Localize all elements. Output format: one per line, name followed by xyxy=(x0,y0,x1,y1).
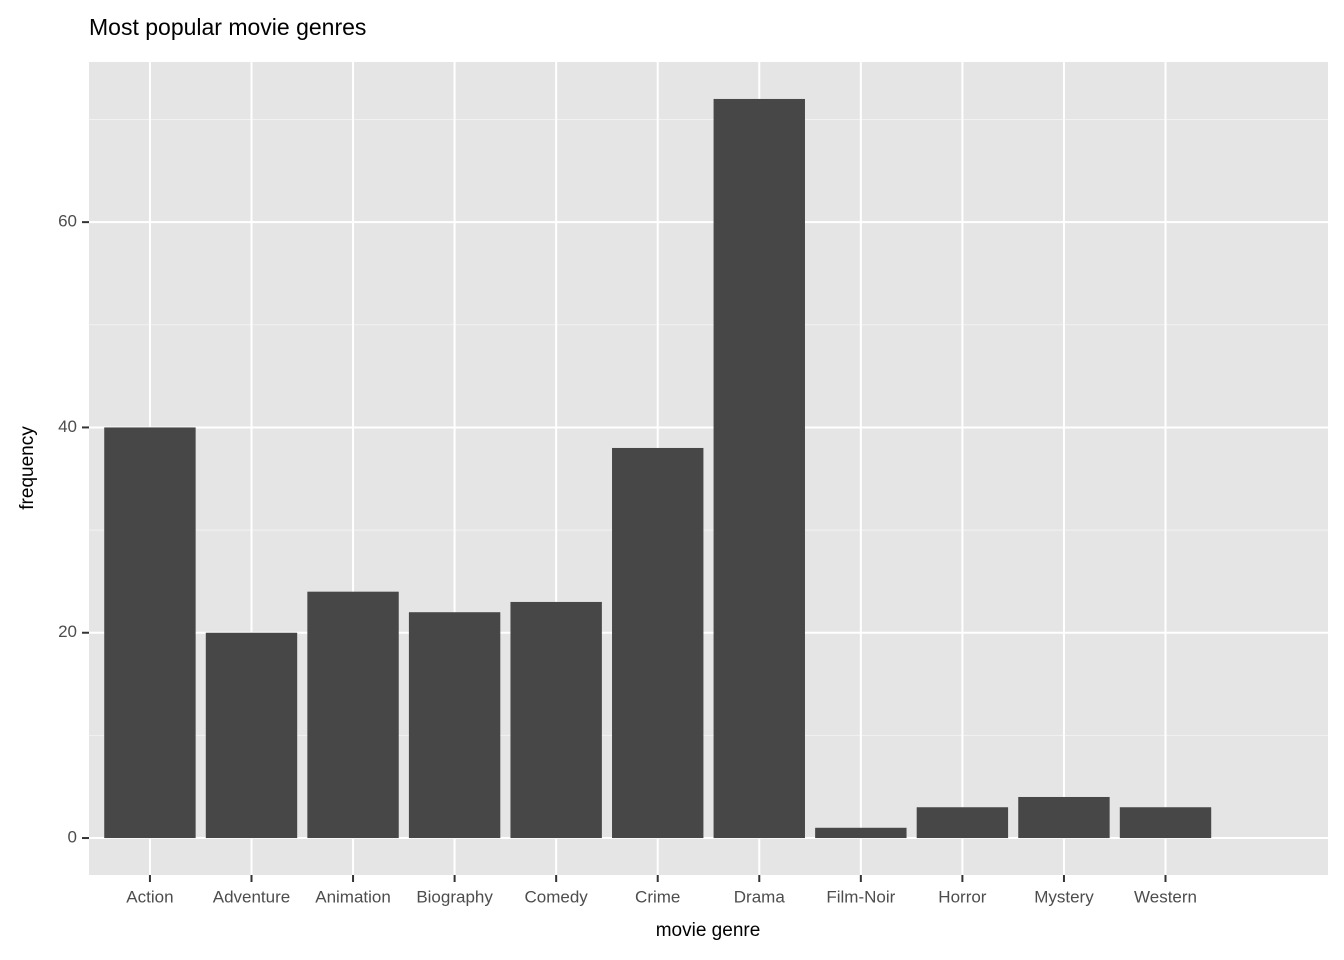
x-tick-label: Western xyxy=(1134,887,1197,906)
x-axis-label: movie genre xyxy=(656,920,761,941)
bar xyxy=(713,98,805,839)
bar xyxy=(612,447,704,839)
x-tick-label: Crime xyxy=(635,887,680,906)
x-tick-label: Adventure xyxy=(213,887,291,906)
y-axis-label: frequency xyxy=(17,426,38,510)
bar xyxy=(916,807,1009,839)
x-tick-label: Film-Noir xyxy=(826,887,895,906)
y-tick-label: 60 xyxy=(58,212,77,231)
y-tick-label: 40 xyxy=(58,417,77,436)
bar xyxy=(205,632,298,839)
bar xyxy=(510,601,602,839)
y-tick-label: 0 xyxy=(68,828,77,847)
x-tick-label: Comedy xyxy=(525,887,589,906)
x-tick-label: Biography xyxy=(416,887,493,906)
x-tick-label: Animation xyxy=(315,887,391,906)
x-tick-label: Drama xyxy=(734,887,786,906)
bar xyxy=(1018,796,1110,839)
x-tick-label: Mystery xyxy=(1034,887,1094,906)
bar xyxy=(307,591,399,839)
x-tick-label: Action xyxy=(126,887,173,906)
bar xyxy=(104,427,196,839)
bar xyxy=(1119,807,1212,839)
x-tick-label: Horror xyxy=(938,887,987,906)
bar xyxy=(815,827,907,839)
y-tick-label: 20 xyxy=(58,622,77,641)
bar xyxy=(408,612,501,839)
chart-title: Most popular movie genres xyxy=(89,14,366,40)
